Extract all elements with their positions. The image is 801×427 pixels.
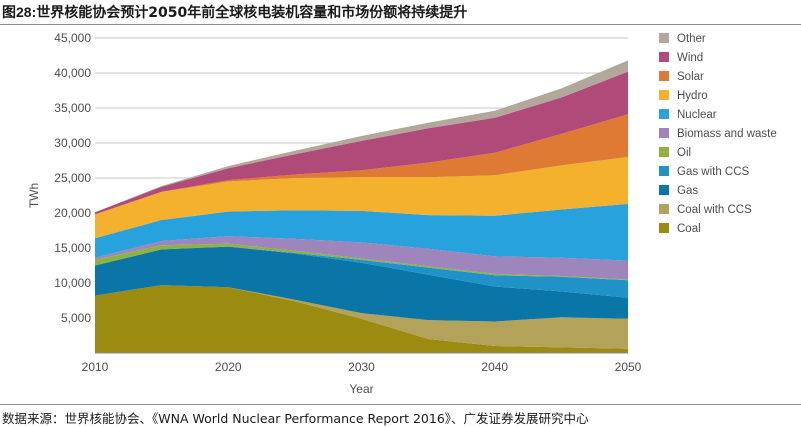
y-tick-label: 35,000: [54, 101, 91, 115]
x-tick-label: 2030: [348, 360, 375, 374]
legend-label: Coal: [677, 223, 701, 235]
legend-swatch: [659, 90, 669, 100]
y-tick-label: 10,000: [54, 276, 91, 290]
area-gas-with-ccs: [95, 246, 628, 298]
figure-title: 图28:世界核能协会预计2050年前全球核电装机容量和市场份额将持续提升: [2, 2, 467, 22]
legend-swatch: [659, 71, 669, 81]
x-axis-label: Year: [349, 382, 373, 396]
legend-swatch: [659, 185, 669, 195]
y-tick-label: 15,000: [54, 241, 91, 255]
y-tick-label: 5,000: [61, 311, 91, 325]
legend-label: Biomass and waste: [677, 128, 777, 140]
legend-label: Hydro: [677, 90, 708, 102]
axes: 5,000 10,000 15,000 20,000 25,000 30,000 35,00…: [27, 31, 642, 396]
legend-label: Other: [677, 33, 706, 45]
legend-label: Wind: [677, 52, 703, 64]
area-wind: [95, 71, 628, 215]
legend-swatch: [659, 204, 669, 214]
legend-label: Nuclear: [677, 109, 717, 121]
legend-label: Gas: [677, 185, 698, 197]
legend-label: Solar: [677, 71, 704, 83]
legend-swatch: [659, 147, 669, 157]
y-tick-label: 45,000: [54, 31, 91, 45]
legend-label: Gas with CCS: [677, 166, 750, 178]
area-other: [95, 60, 628, 213]
y-tick-label: 30,000: [54, 136, 91, 150]
source-note: 数据来源：世界核能协会、《WNA World Nuclear Performan…: [2, 411, 589, 426]
figure-title-text: 世界核能协会预计2050年前全球核电装机容量和市场份额将持续提升: [36, 5, 468, 21]
area-coal: [95, 285, 628, 353]
area-biomass-and-waste: [95, 236, 628, 280]
x-tick-label: 2020: [215, 360, 242, 374]
stacked-areas: [95, 60, 628, 353]
y-tick-label: 20,000: [54, 206, 91, 220]
figure-label: 图28:: [2, 4, 37, 20]
legend-swatch: [659, 223, 669, 233]
legend-swatch: [659, 166, 669, 176]
title-rule: [0, 24, 801, 25]
legend-swatch: [659, 128, 669, 138]
y-tick-label: 25,000: [54, 171, 91, 185]
area-coal-with-ccs: [95, 285, 628, 349]
x-tick-label: 2010: [82, 360, 109, 374]
legend-label: Oil: [677, 147, 691, 159]
legend-swatch: [659, 33, 669, 43]
legend-swatch: [659, 52, 669, 62]
area-nuclear: [95, 203, 628, 261]
y-tick-label: 40,000: [54, 66, 91, 80]
source-rule: [0, 404, 801, 405]
area-hydro: [95, 157, 628, 239]
area-solar: [95, 114, 628, 215]
y-axis-label: TWh: [27, 183, 41, 208]
x-tick-label: 2050: [615, 360, 642, 374]
legend-swatch: [659, 109, 669, 119]
x-tick-label: 2040: [481, 360, 508, 374]
legend: Other Wind Solar Hydro Nuclear Biomass and wa…: [659, 33, 777, 235]
legend-label: Coal with CCS: [677, 204, 752, 216]
area-gas: [95, 246, 628, 322]
